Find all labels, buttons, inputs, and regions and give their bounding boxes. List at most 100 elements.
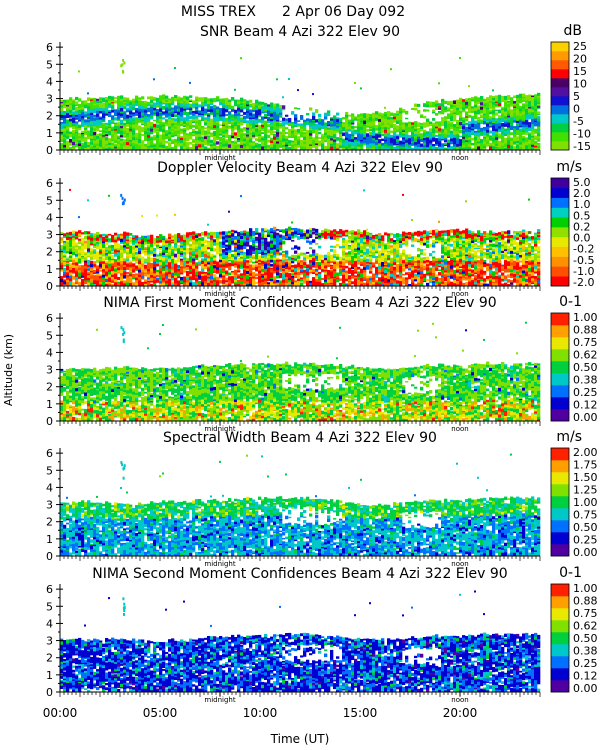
heatmap-cell	[252, 148, 256, 150]
heatmap-cell	[462, 142, 466, 145]
heatmap-cell	[297, 276, 301, 279]
heatmap-cell	[177, 268, 181, 270]
heatmap-cell	[252, 256, 256, 259]
heatmap-cell	[186, 120, 190, 123]
heatmap-cell	[120, 263, 124, 267]
heatmap-cell	[366, 144, 370, 148]
heatmap-cell	[180, 137, 184, 140]
heatmap-cell	[429, 121, 433, 124]
heatmap-cell	[465, 126, 469, 129]
heatmap-cell	[123, 118, 127, 122]
heatmap-cell	[249, 266, 253, 271]
heatmap-cell	[363, 120, 367, 124]
heatmap-cell	[261, 234, 265, 238]
heatmap-cell	[279, 133, 283, 135]
heatmap-cell	[273, 283, 277, 286]
heatmap-cell	[336, 127, 340, 129]
heatmap-cell	[285, 138, 289, 141]
heatmap-cell	[372, 141, 376, 144]
heatmap-cell	[111, 137, 115, 139]
heatmap-cell	[111, 259, 115, 263]
heatmap-cell	[69, 280, 73, 284]
heatmap-cell	[174, 131, 178, 135]
heatmap-cell	[69, 138, 73, 143]
heatmap-cell	[60, 134, 64, 138]
heatmap-cell	[264, 260, 268, 263]
heatmap-cell	[249, 142, 253, 146]
heatmap-cell	[75, 143, 79, 146]
heatmap-cell	[258, 244, 262, 247]
heatmap-cell	[81, 114, 85, 116]
heatmap-cell	[141, 141, 145, 145]
heatmap-cell	[267, 110, 271, 113]
heatmap-cell	[285, 272, 289, 274]
heatmap-cell	[216, 96, 220, 100]
heatmap-cell	[129, 134, 133, 137]
heatmap-cell	[294, 145, 298, 149]
heatmap-cell	[405, 128, 409, 132]
heatmap-cell	[246, 140, 250, 144]
heatmap-cell	[72, 245, 76, 249]
heatmap-cell	[378, 140, 382, 142]
heatmap-cell	[90, 268, 94, 271]
heatmap-cell	[60, 113, 64, 116]
heatmap-cell	[156, 275, 160, 277]
heatmap-cell	[66, 259, 70, 262]
heatmap-cell	[192, 132, 196, 135]
heatmap-cell	[372, 125, 376, 129]
heatmap-cell	[288, 281, 292, 285]
heatmap-cell	[108, 112, 112, 115]
heatmap-cell	[159, 108, 163, 112]
heatmap-cell	[66, 112, 70, 117]
heatmap-cell	[264, 237, 268, 240]
heatmap-cell	[243, 105, 247, 108]
heatmap-cell	[213, 98, 217, 101]
heatmap-cell	[234, 239, 238, 243]
heatmap-cell	[123, 264, 127, 267]
heatmap-cell	[99, 274, 103, 277]
heatmap-cell	[414, 133, 418, 137]
heatmap-cell	[114, 276, 118, 280]
heatmap-cell	[297, 246, 301, 250]
heatmap-cell	[528, 142, 532, 144]
heatmap-cell	[198, 104, 202, 108]
heatmap-cell	[105, 241, 109, 245]
heatmap-cell	[264, 123, 268, 126]
heatmap-cell	[201, 268, 205, 272]
heatmap-cell	[267, 243, 271, 247]
midnight-label: midnight	[204, 154, 235, 162]
heatmap-cell	[276, 259, 280, 262]
heatmap-cell	[363, 141, 367, 144]
heatmap-cell	[117, 109, 121, 113]
heatmap-cell	[282, 141, 286, 145]
heatmap-cell	[531, 137, 535, 140]
heatmap-cell	[153, 146, 157, 149]
heatmap-cell	[198, 123, 202, 126]
heatmap-cell	[360, 87, 362, 90]
heatmap-cell	[111, 279, 115, 282]
heatmap-cell	[234, 102, 238, 107]
heatmap-cell	[468, 114, 472, 118]
heatmap-cell	[363, 119, 367, 121]
heatmap-cell	[537, 103, 541, 105]
heatmap-cell	[222, 136, 226, 139]
heatmap-cell	[321, 268, 325, 271]
heatmap-cell	[369, 127, 373, 130]
heatmap-cell	[273, 113, 277, 117]
heatmap-cell	[186, 260, 190, 264]
heatmap-cell	[339, 119, 343, 123]
heatmap-cell	[345, 118, 349, 122]
heatmap-cell	[300, 131, 304, 135]
heatmap-cell	[348, 114, 352, 117]
heatmap-cell	[186, 263, 190, 265]
heatmap-cell	[243, 128, 247, 132]
heatmap-cell	[81, 237, 85, 240]
heatmap-cell	[324, 262, 328, 266]
heatmap-cell	[225, 237, 229, 240]
heatmap-cell	[291, 247, 295, 250]
heatmap-cell	[138, 114, 142, 118]
heatmap-cell	[315, 255, 319, 260]
heatmap-cell	[534, 135, 538, 139]
heatmap-cell	[108, 102, 112, 105]
heatmap-cell	[75, 128, 79, 131]
